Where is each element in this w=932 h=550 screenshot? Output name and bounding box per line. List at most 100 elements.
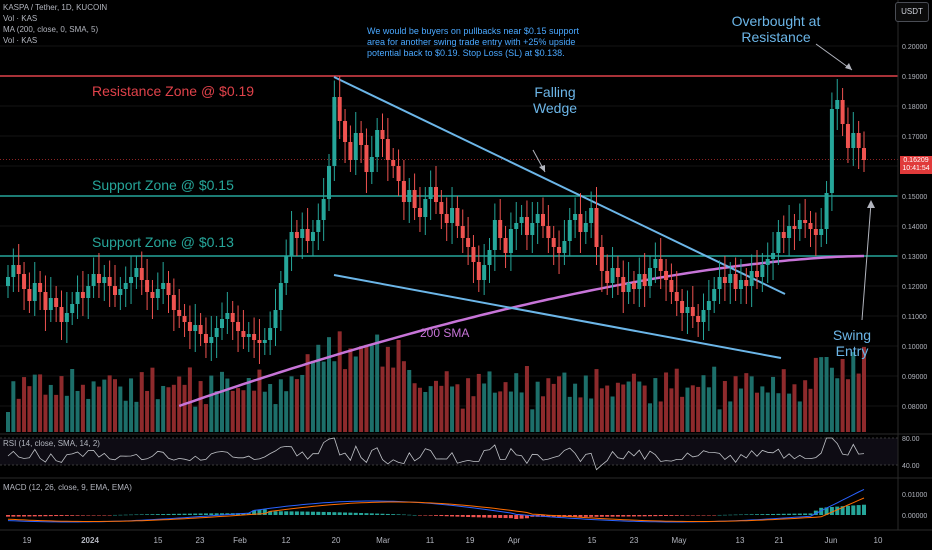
candle-body bbox=[80, 292, 85, 298]
macd-histogram-bar bbox=[471, 515, 476, 518]
price-tick-label: 0.14000 bbox=[902, 224, 927, 231]
volume-bar bbox=[209, 375, 214, 432]
macd-histogram-bar bbox=[203, 513, 208, 515]
volume-bar bbox=[642, 385, 647, 432]
volume-bar bbox=[455, 384, 460, 432]
volume-bar bbox=[214, 391, 219, 432]
candle-body bbox=[396, 166, 401, 181]
candle-body bbox=[781, 232, 786, 238]
candle-body bbox=[776, 232, 781, 253]
volume-bar bbox=[524, 366, 529, 432]
time-tick-label: 19 bbox=[466, 536, 475, 545]
volume-bar bbox=[107, 375, 112, 432]
volume-bar bbox=[535, 381, 540, 432]
volume-bar bbox=[503, 382, 508, 432]
macd-histogram-bar bbox=[487, 515, 492, 518]
candle-body bbox=[610, 268, 615, 283]
candle-body bbox=[771, 253, 776, 259]
candle-body bbox=[6, 277, 10, 286]
macd-line bbox=[7, 488, 865, 523]
volume-bar bbox=[102, 379, 107, 432]
macd-histogram-bar bbox=[674, 515, 679, 516]
macd-histogram-bar bbox=[16, 515, 21, 517]
candle-body bbox=[701, 310, 706, 322]
candle-body bbox=[856, 133, 861, 148]
candle-body bbox=[749, 271, 754, 286]
candle-body bbox=[674, 292, 679, 301]
legend-ma[interactable]: MA (200, close, 0, SMA, 5) bbox=[3, 25, 99, 34]
volume-bar bbox=[615, 382, 620, 432]
candle-body bbox=[289, 232, 294, 256]
time-tick-label: 23 bbox=[196, 536, 205, 545]
time-tick-label: 2024 bbox=[81, 536, 99, 545]
candle-body bbox=[722, 277, 727, 283]
macd-histogram-bar bbox=[187, 513, 192, 515]
falling-wedge-label: Falling Wedge bbox=[520, 84, 590, 116]
candle-body bbox=[364, 145, 369, 172]
volume-bar bbox=[685, 387, 690, 432]
candle-body bbox=[813, 229, 818, 235]
volume-bar bbox=[669, 388, 674, 432]
candle-body bbox=[391, 160, 396, 166]
candle-body bbox=[503, 238, 508, 253]
macd-histogram-bar bbox=[252, 510, 257, 515]
volume-bar bbox=[648, 403, 652, 432]
price-tick-label: 0.13000 bbox=[902, 254, 927, 261]
time-tick-label: May bbox=[671, 536, 686, 545]
volume-bar bbox=[27, 386, 32, 432]
volume-bar bbox=[514, 373, 519, 432]
volume-bar bbox=[567, 396, 572, 432]
support-zone-013-label: Support Zone @ $0.13 bbox=[92, 234, 234, 250]
last-price-value: 0.16209 bbox=[903, 157, 929, 164]
candle-body bbox=[728, 274, 733, 283]
volume-bar bbox=[712, 366, 717, 432]
legend-volume-2[interactable]: Vol · KAS bbox=[3, 36, 38, 45]
candle-body bbox=[792, 226, 797, 229]
macd-histogram-bar bbox=[738, 514, 743, 516]
volume-bar bbox=[599, 388, 604, 432]
candle-body bbox=[155, 289, 160, 298]
legend-macd[interactable]: MACD (12, 26, close, 9, EMA, EMA) bbox=[3, 483, 132, 492]
volume-bar bbox=[64, 395, 69, 432]
macd-histogram-bar bbox=[648, 515, 652, 517]
legend-volume[interactable]: Vol · KAS bbox=[3, 14, 38, 23]
macd-histogram-bar bbox=[455, 515, 460, 517]
candle-body bbox=[262, 340, 267, 343]
candle-body bbox=[182, 316, 187, 322]
macd-histogram-bar bbox=[161, 514, 166, 515]
macd-histogram-bar bbox=[364, 513, 369, 515]
volume-bar bbox=[417, 387, 422, 432]
volume-bar bbox=[851, 352, 856, 432]
candle-body bbox=[551, 238, 556, 247]
swing-line-2: Entry bbox=[835, 343, 869, 359]
candle-body bbox=[658, 259, 663, 271]
macd-histogram-bar bbox=[32, 515, 37, 517]
volume-bar bbox=[717, 409, 722, 432]
time-tick-label: 15 bbox=[154, 536, 163, 545]
macd-histogram-bar bbox=[546, 515, 551, 517]
volume-bar bbox=[605, 385, 610, 432]
macd-histogram-bar bbox=[717, 514, 722, 516]
volume-bar bbox=[220, 371, 224, 432]
candle-body bbox=[337, 97, 342, 121]
macd-histogram-bar bbox=[498, 515, 503, 518]
support-zone-015-label: Support Zone @ $0.15 bbox=[92, 177, 234, 193]
volume-bar bbox=[423, 391, 428, 432]
volume-bar bbox=[765, 392, 770, 432]
volume-bar bbox=[498, 391, 503, 432]
volume-bar bbox=[439, 385, 444, 432]
volume-bar bbox=[407, 369, 412, 432]
currency-button[interactable]: USDT bbox=[895, 2, 929, 22]
candle-body bbox=[637, 274, 642, 289]
legend-rsi[interactable]: RSI (14, close, SMA, 14, 2) bbox=[3, 439, 100, 448]
volume-bar bbox=[225, 378, 230, 432]
macd-histogram-bar bbox=[48, 515, 53, 517]
macd-histogram-bar bbox=[701, 515, 706, 516]
candle-body bbox=[428, 187, 433, 199]
candle-body bbox=[615, 268, 620, 277]
volume-bar bbox=[236, 388, 241, 432]
macd-histogram-bar bbox=[407, 514, 412, 516]
macd-histogram-bar bbox=[840, 506, 845, 515]
macd-histogram-bar bbox=[38, 515, 43, 517]
